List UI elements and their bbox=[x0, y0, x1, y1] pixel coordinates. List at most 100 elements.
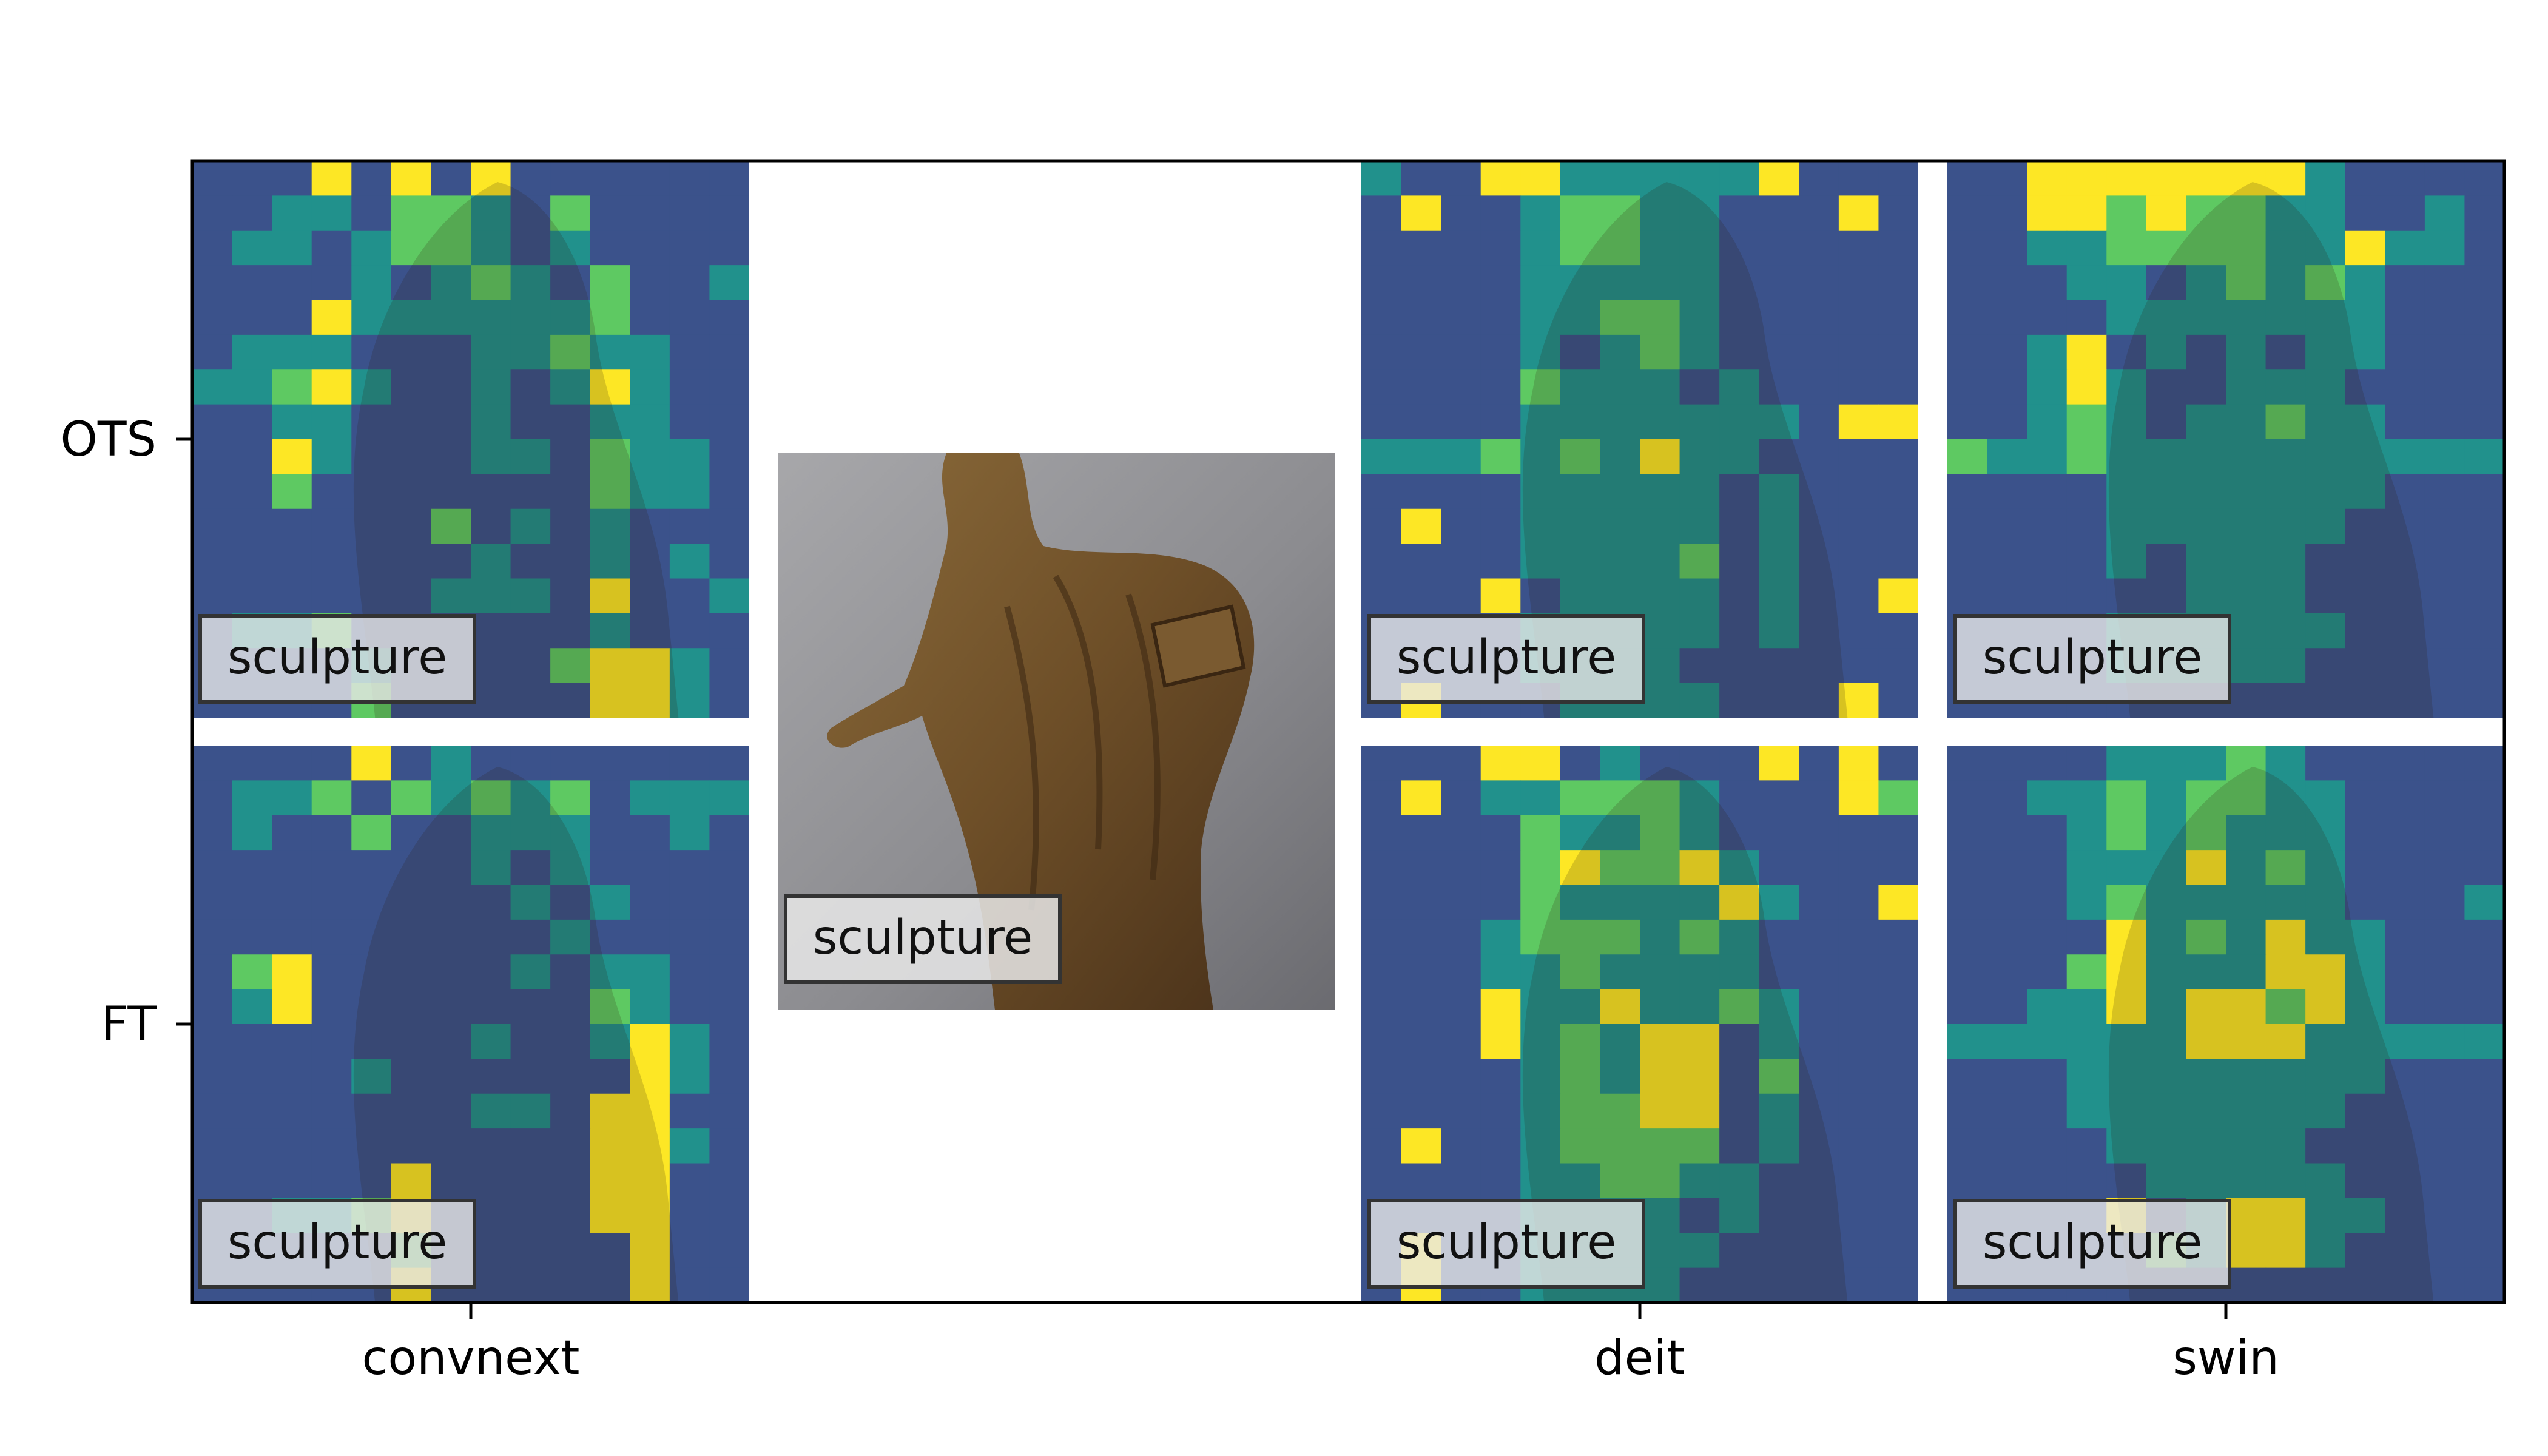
heatmap-cell bbox=[391, 334, 432, 370]
heatmap-cell bbox=[2464, 746, 2504, 781]
heatmap-cell bbox=[2226, 369, 2267, 405]
heatmap-cell bbox=[2066, 815, 2107, 851]
heatmap-cell bbox=[1838, 544, 1879, 579]
heatmap-cell bbox=[1679, 334, 1720, 370]
heatmap-cell bbox=[1560, 369, 1601, 405]
heatmap-cell bbox=[351, 1128, 392, 1164]
heatmap-cell bbox=[1719, 682, 1760, 718]
heatmap-cell bbox=[1600, 161, 1640, 196]
heatmap-cell bbox=[2345, 161, 2385, 196]
heatmap-cell bbox=[2186, 746, 2226, 781]
heatmap-cell bbox=[391, 1128, 432, 1164]
heatmap-cell bbox=[192, 265, 233, 301]
heatmap-cell bbox=[1520, 954, 1561, 990]
heatmap-cell bbox=[232, 195, 272, 231]
heatmap-cell bbox=[2424, 544, 2465, 579]
heatmap-cell bbox=[391, 746, 432, 781]
heatmap-cell bbox=[2385, 1128, 2425, 1164]
heatmap-cell bbox=[630, 369, 670, 405]
heatmap-cell bbox=[1947, 1163, 1988, 1199]
heatmap-cell bbox=[1560, 578, 1601, 614]
heatmap-cell bbox=[2226, 1163, 2267, 1199]
heatmap-cell bbox=[192, 230, 233, 266]
heatmap-cell bbox=[272, 161, 312, 196]
heatmap-cell bbox=[1560, 544, 1601, 579]
heatmap-cell bbox=[1838, 648, 1879, 684]
heatmap-cell bbox=[192, 1093, 233, 1129]
heatmap-cell bbox=[2226, 850, 2267, 886]
heatmap-cell bbox=[192, 508, 233, 544]
heatmap-cell bbox=[1878, 474, 1918, 510]
heatmap-cell bbox=[510, 1059, 551, 1094]
heatmap-cell bbox=[2027, 919, 2068, 955]
heatmap-cell bbox=[2464, 404, 2504, 440]
heatmap-cell bbox=[1679, 954, 1720, 990]
heatmap-cell bbox=[311, 919, 352, 955]
heatmap-cell bbox=[232, 746, 272, 781]
heatmap-cell bbox=[550, 334, 591, 370]
heatmap-cell bbox=[232, 1163, 272, 1199]
heatmap-cell bbox=[2027, 300, 2068, 335]
heatmap-cell bbox=[2106, 334, 2147, 370]
heatmap-cell bbox=[1947, 1093, 1988, 1129]
heatmap-cell bbox=[1560, 161, 1601, 196]
heatmap-cell bbox=[1719, 161, 1760, 196]
heatmap-cell bbox=[1759, 850, 1799, 886]
heatmap-cell bbox=[1520, 815, 1561, 851]
heatmap-cell bbox=[1719, 1198, 1760, 1233]
heatmap-cell bbox=[709, 1024, 749, 1059]
heatmap-cell bbox=[1441, 300, 1481, 335]
heatmap-cell bbox=[1640, 815, 1680, 851]
heatmap-cell bbox=[590, 230, 630, 266]
heatmap-cell bbox=[669, 1163, 710, 1199]
heatmap-cell bbox=[2305, 508, 2346, 544]
heatmap-cell bbox=[2345, 508, 2385, 544]
heatmap-cell bbox=[1947, 230, 1988, 266]
heatmap-cell bbox=[311, 850, 352, 886]
heatmap-cell bbox=[192, 989, 233, 1025]
heatmap-cell bbox=[1987, 1024, 2027, 1059]
heatmap-cell bbox=[1838, 578, 1879, 614]
heatmap-cell bbox=[1520, 1059, 1561, 1094]
heatmap-cell bbox=[431, 334, 471, 370]
heatmap-cell bbox=[630, 161, 670, 196]
heatmap-cell bbox=[232, 474, 272, 510]
heatmap-cell bbox=[1401, 1024, 1441, 1059]
heatmap-cell bbox=[1838, 508, 1879, 544]
heatmap-cell bbox=[2424, 265, 2465, 301]
heatmap-cell bbox=[1878, 230, 1918, 266]
heatmap-cell bbox=[1640, 919, 1680, 955]
heatmap-cell bbox=[2385, 613, 2425, 649]
heatmap-cell bbox=[2066, 544, 2107, 579]
heatmap-cell bbox=[272, 439, 312, 474]
heatmap-cell bbox=[2345, 954, 2385, 990]
heatmap-cell bbox=[1987, 954, 2027, 990]
heatmap-cell bbox=[2385, 195, 2425, 231]
heatmap-cell bbox=[2106, 1059, 2147, 1094]
heatmap-cell bbox=[391, 544, 432, 579]
heatmap-cell bbox=[232, 885, 272, 920]
label-badge-ots-convnext: sculpture bbox=[198, 614, 476, 704]
heatmap-cell bbox=[1838, 613, 1879, 649]
heatmap-cell bbox=[471, 1267, 511, 1303]
heatmap-cell bbox=[2385, 369, 2425, 405]
heatmap-cell bbox=[630, 1198, 670, 1233]
heatmap-cell bbox=[351, 474, 392, 510]
heatmap-cell bbox=[510, 1093, 551, 1129]
heatmap-cell bbox=[351, 919, 392, 955]
heatmap-cell bbox=[2066, 1024, 2107, 1059]
heatmap-cell bbox=[2146, 885, 2187, 920]
heatmap-cell bbox=[2265, 300, 2306, 335]
heatmap-cell bbox=[471, 1163, 511, 1199]
heatmap-cell bbox=[2146, 746, 2187, 781]
heatmap-cell bbox=[2186, 369, 2226, 405]
heatmap-cell bbox=[550, 544, 591, 579]
heatmap-cell bbox=[2424, 195, 2465, 231]
heatmap-cell bbox=[1838, 746, 1879, 781]
heatmap-cell bbox=[1600, 230, 1640, 266]
heatmap-cell bbox=[550, 648, 591, 684]
heatmap-cell bbox=[2305, 1128, 2346, 1164]
heatmap-cell bbox=[2265, 919, 2306, 955]
heatmap-cell bbox=[1520, 161, 1561, 196]
heatmap-cell bbox=[1759, 161, 1799, 196]
